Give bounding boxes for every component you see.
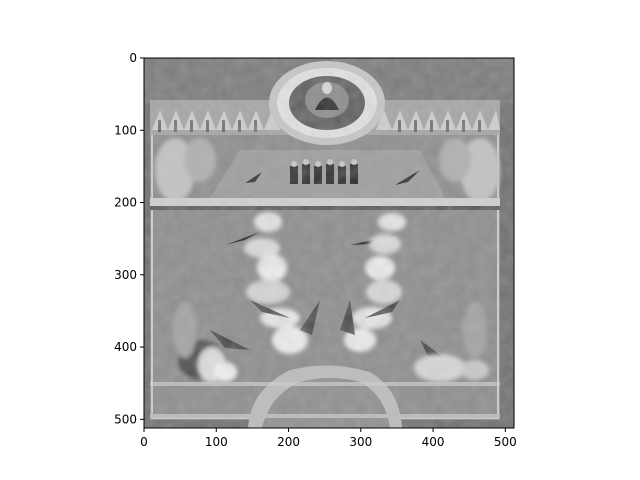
x-tick-label: 200 [277,435,300,449]
grayscale-image [144,58,514,428]
y-tick-label: 200 [114,196,137,210]
y-axis: 0 100 200 300 400 500 [114,51,144,426]
y-tick-label: 300 [114,268,137,282]
axes-frame [143,57,515,429]
x-tick-label: 500 [494,435,517,449]
x-tick-label: 100 [205,435,228,449]
y-tick-label: 0 [129,51,137,65]
x-tick-label: 0 [140,435,148,449]
y-tick-label: 100 [114,123,137,137]
x-tick-label: 300 [349,435,372,449]
y-tick-label: 400 [114,340,137,354]
x-tick-label: 400 [422,435,445,449]
x-axis: 0 100 200 300 400 500 [140,428,517,449]
y-tick-label: 500 [114,412,137,426]
